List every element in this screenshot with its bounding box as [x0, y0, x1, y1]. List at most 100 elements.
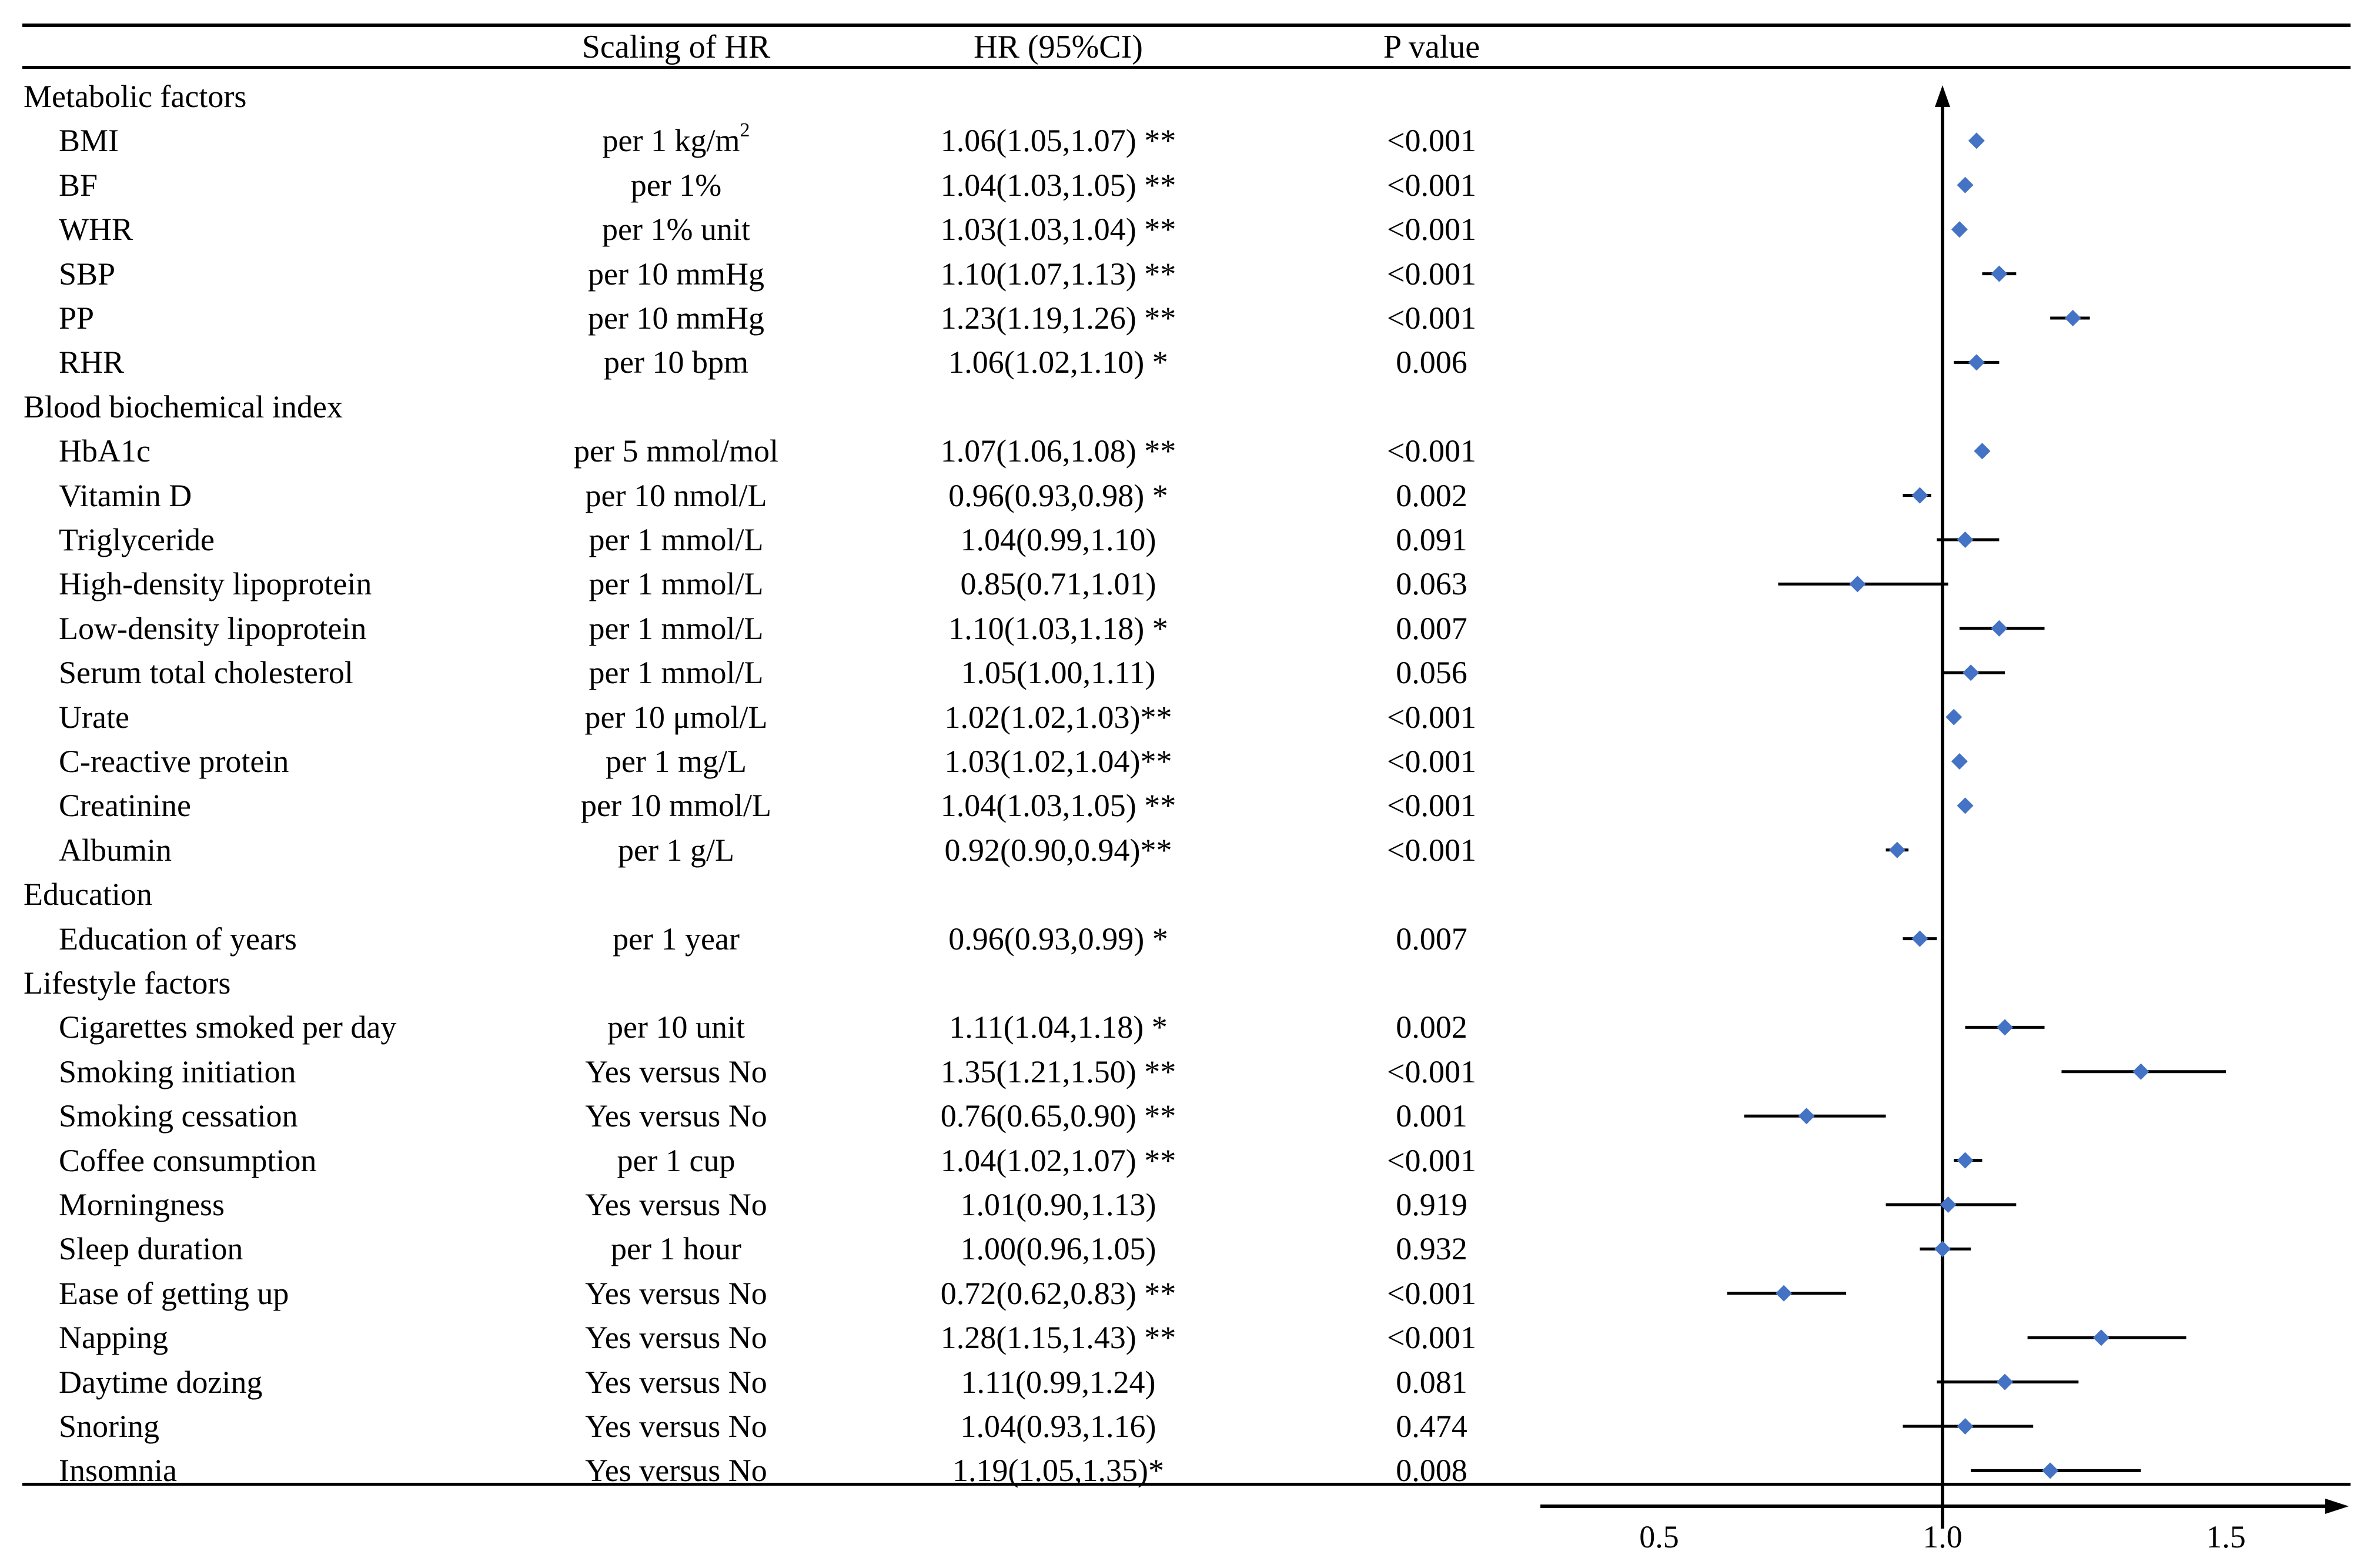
row-p-value: <0.001	[1387, 1320, 1476, 1356]
row-hr: 1.04(1.02,1.07) **	[940, 1142, 1176, 1178]
row-p-value: <0.001	[1387, 744, 1476, 779]
row-p-value: 0.091	[1396, 522, 1467, 557]
row-label: Urate	[59, 699, 129, 735]
row-scaling: Yes versus No	[585, 1364, 767, 1400]
row-hr: 1.04(0.99,1.10)	[960, 522, 1156, 557]
row-label: C-reactive protein	[59, 744, 289, 779]
row-p-value: <0.001	[1387, 212, 1476, 248]
row-hr: 1.04(1.03,1.05) **	[940, 788, 1176, 824]
row-label: Smoking initiation	[59, 1054, 296, 1089]
row-label: SBP	[59, 256, 116, 292]
row-hr: 0.72(0.62,0.83) **	[940, 1275, 1176, 1311]
row-p-value: 0.002	[1396, 477, 1467, 513]
row-scaling: per 1 g/L	[618, 832, 734, 868]
row-label: Serum total cholesterol	[59, 655, 353, 691]
row-scaling: per 10 mmHg	[588, 256, 764, 292]
hr-point	[1968, 132, 1985, 149]
row-label: Sleep duration	[59, 1231, 243, 1267]
hr-point	[1888, 841, 1905, 858]
row-label: WHR	[59, 212, 133, 248]
row-hr: 0.96(0.93,0.98) *	[948, 477, 1168, 513]
hr-point	[1957, 797, 1974, 814]
row-p-value: <0.001	[1387, 167, 1476, 203]
row-label: Ease of getting up	[59, 1275, 289, 1311]
row-label: Albumin	[59, 832, 172, 868]
row-p-value: <0.001	[1387, 123, 1476, 159]
header-hr: HR (95%CI)	[974, 29, 1143, 65]
row-scaling: per 1 mmol/L	[589, 566, 764, 602]
row-hr: 1.05(1.00,1.11)	[961, 655, 1156, 691]
row-p-value: <0.001	[1387, 788, 1476, 824]
row-label: Triglyceride	[59, 522, 215, 557]
row-p-value: 0.932	[1396, 1231, 1467, 1267]
row-p-value: 0.063	[1396, 566, 1467, 602]
row-hr: 1.06(1.05,1.07) **	[940, 123, 1176, 159]
row-scaling: per 1 cup	[617, 1142, 735, 1178]
row-label: PP	[59, 300, 95, 336]
row-p-value: <0.001	[1387, 832, 1476, 868]
row-scaling: per 10 nmol/L	[585, 477, 767, 513]
hr-point	[1957, 176, 1974, 193]
x-tick-label: 0.5	[1639, 1519, 1679, 1554]
row-scaling: Yes versus No	[585, 1054, 767, 1089]
row-p-value: 0.007	[1396, 921, 1467, 957]
hr-point	[1849, 576, 1866, 593]
row-scaling: per 1 mmol/L	[589, 610, 764, 646]
row-hr: 1.11(0.99,1.24)	[961, 1364, 1156, 1400]
row-scaling: per 1 mmol/L	[589, 522, 764, 557]
hr-point	[2092, 1329, 2109, 1346]
row-label: Daytime dozing	[59, 1364, 263, 1400]
row-p-value: 0.002	[1396, 1009, 1467, 1045]
row-scaling: per 10 mmHg	[588, 300, 764, 336]
row-p-value: 0.008	[1396, 1453, 1467, 1489]
hr-point	[1945, 708, 1963, 726]
hr-point	[1940, 1196, 1957, 1213]
header-rule	[22, 66, 2351, 69]
row-p-value: <0.001	[1387, 300, 1476, 336]
row-label: Low-density lipoprotein	[59, 610, 367, 646]
row-scaling: Yes versus No	[585, 1275, 767, 1311]
row-scaling: per 10 μmol/L	[584, 699, 768, 735]
hr-point	[1991, 620, 2008, 637]
row-p-value: 0.001	[1396, 1098, 1467, 1134]
row-scaling: Yes versus No	[585, 1409, 767, 1444]
row-hr: 0.76(0.65,0.90) **	[940, 1098, 1176, 1134]
hr-point	[2064, 310, 2081, 326]
hr-point	[2042, 1462, 2059, 1479]
hr-point	[1991, 265, 2008, 282]
row-p-value: 0.007	[1396, 610, 1467, 646]
section-label: Lifestyle factors	[24, 965, 231, 1001]
top-rule	[22, 24, 2351, 27]
row-label: Education of years	[59, 921, 297, 957]
row-hr: 1.28(1.15,1.43) **	[940, 1320, 1176, 1356]
row-hr: 1.11(1.04,1.18) *	[949, 1009, 1168, 1045]
row-scaling: per 10 bpm	[604, 345, 748, 380]
row-label: Snoring	[59, 1409, 160, 1444]
section-label: Blood biochemical index	[24, 389, 343, 424]
row-p-value: 0.919	[1396, 1187, 1467, 1222]
hr-point	[1997, 1019, 2014, 1036]
row-scaling: per 1 year	[613, 921, 740, 957]
reference-arrow-head	[1935, 85, 1950, 107]
row-scaling: per 10 mmol/L	[581, 788, 771, 824]
hr-point	[1997, 1373, 2014, 1390]
hr-point	[1963, 664, 1980, 681]
row-hr: 1.06(1.02,1.10) *	[948, 345, 1168, 380]
row-p-value: 0.006	[1396, 345, 1467, 380]
row-hr: 1.19(1.05,1.35)*	[952, 1453, 1164, 1489]
hr-point	[1957, 1152, 1974, 1169]
row-label: Cigarettes smoked per day	[59, 1009, 397, 1045]
bottom-rule	[22, 1483, 2351, 1486]
section-label: Metabolic factors	[24, 79, 247, 114]
hr-point	[1974, 443, 1991, 460]
row-scaling: Yes versus No	[585, 1187, 767, 1222]
row-label: Vitamin D	[59, 477, 192, 513]
row-hr: 0.96(0.93,0.99) *	[948, 921, 1168, 957]
row-scaling-text: per 1 kg/m	[602, 123, 740, 159]
row-label: BF	[59, 167, 98, 203]
row-hr: 1.04(0.93,1.16)	[960, 1409, 1156, 1444]
row-p-value: <0.001	[1387, 699, 1476, 735]
hr-point	[1911, 487, 1928, 504]
